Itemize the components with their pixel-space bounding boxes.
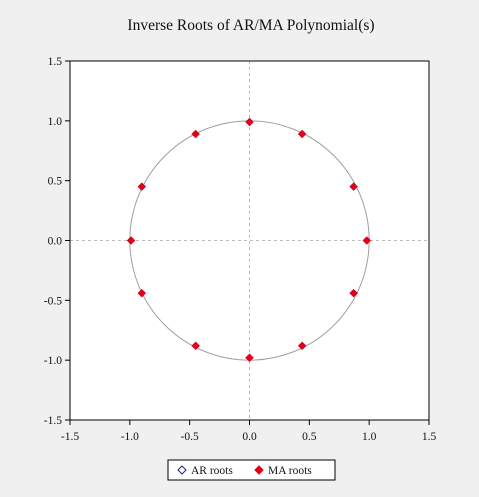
- y-tick-label: -1.5: [44, 415, 62, 427]
- x-tick-label: 1.5: [422, 431, 437, 443]
- y-tick-label: -1.0: [44, 355, 62, 367]
- x-tick-label: -0.5: [181, 431, 199, 443]
- plot-area-group: [69, 60, 430, 421]
- ma-root-point: [349, 182, 358, 192]
- x-tick-label: 1.0: [362, 431, 377, 443]
- ma-root-point: [191, 341, 201, 351]
- plot-background: [70, 61, 429, 420]
- ma-root-point: [349, 288, 358, 298]
- ma-root-point: [362, 236, 372, 245]
- x-tick-label: 0.0: [242, 431, 257, 443]
- ma-root-point: [245, 117, 254, 127]
- ma-root-point: [297, 341, 307, 351]
- ma-root-point: [137, 182, 147, 192]
- ma-root-point: [297, 129, 307, 139]
- legend-ma-marker: [254, 465, 264, 475]
- legend-box: [167, 459, 336, 481]
- legend-ar-label: AR roots: [191, 465, 233, 477]
- y-tick-label: 1.0: [48, 116, 63, 128]
- axes-group: -1.5 -1.0 -0.5 0.0 0.5 1.0 1.5 1.5 1.0 0.5 0.0 -0.5…: [44, 56, 437, 443]
- x-tick-label: -1.5: [61, 431, 79, 443]
- ma-root-point: [126, 236, 136, 245]
- x-tick-label: -1.0: [121, 431, 139, 443]
- y-tick-label: 0.0: [48, 236, 63, 248]
- y-tick-label: 0.5: [48, 176, 63, 188]
- chart-title: Inverse Roots of AR/MA Polynomial(s): [127, 17, 374, 34]
- legend-ma-label: MA roots: [268, 465, 312, 477]
- ma-root-point: [245, 353, 254, 363]
- legend-ar-marker: [177, 465, 187, 475]
- ma-root-point: [191, 129, 201, 139]
- y-tick-label: -0.5: [44, 295, 62, 307]
- x-tick-label: 0.5: [302, 431, 317, 443]
- ma-root-point: [137, 288, 147, 298]
- legend: AR roots MA roots: [167, 459, 336, 481]
- y-tick-label: 1.5: [48, 56, 63, 68]
